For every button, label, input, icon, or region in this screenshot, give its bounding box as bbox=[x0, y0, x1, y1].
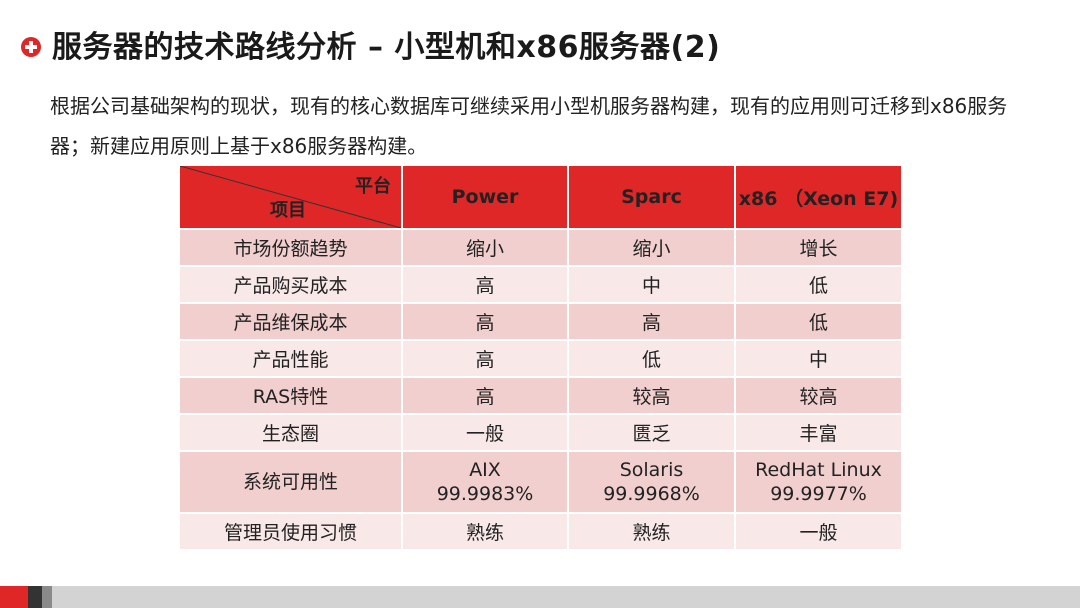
table-cell: 低 bbox=[735, 266, 901, 304]
row-label: RAS特性 bbox=[180, 377, 403, 415]
row-label: 市场份额趋势 bbox=[180, 229, 403, 267]
os-name: Solaris bbox=[619, 459, 684, 481]
page-title: 服务器的技术路线分析 – 小型机和x86服务器(2) bbox=[52, 30, 721, 65]
table-header-row: 平台 项目 Power Sparc x86 （Xeon E7) bbox=[180, 166, 901, 230]
table-cell: 较高 bbox=[568, 377, 736, 415]
column-header: Sparc bbox=[568, 166, 736, 230]
row-label: 管理员使用习惯 bbox=[180, 513, 403, 551]
row-label: 生态圈 bbox=[180, 414, 403, 452]
table-cell: RedHat Linux 99.9977% bbox=[735, 451, 901, 514]
row-label: 系统可用性 bbox=[180, 451, 403, 514]
table-cell: 高 bbox=[402, 340, 569, 378]
table-cell: 增长 bbox=[735, 229, 901, 267]
table-cell: 较高 bbox=[735, 377, 901, 415]
table-cell: 中 bbox=[568, 266, 736, 304]
column-header: Power bbox=[402, 166, 569, 230]
table-cell: AIX 99.9983% bbox=[402, 451, 569, 514]
table-cell: 缩小 bbox=[402, 229, 569, 267]
table-cell: 高 bbox=[402, 377, 569, 415]
comparison-table: 平台 项目 Power Sparc x86 （Xeon E7) 市场份额趋势 缩… bbox=[180, 166, 901, 551]
table-row: 生态圈 一般 匮乏 丰富 bbox=[180, 414, 901, 452]
table-cell: 低 bbox=[735, 303, 901, 341]
column-header: x86 （Xeon E7) bbox=[735, 166, 901, 230]
table-cell: 缩小 bbox=[568, 229, 736, 267]
table-cell: 低 bbox=[568, 340, 736, 378]
availability-value: 99.9983% bbox=[436, 483, 534, 505]
table-cell: 熟练 bbox=[402, 513, 569, 551]
row-label: 产品购买成本 bbox=[180, 266, 403, 304]
os-name: AIX bbox=[469, 459, 501, 481]
table-cell: 匮乏 bbox=[568, 414, 736, 452]
availability-value: 99.9977% bbox=[770, 483, 867, 505]
corner-label-platform: 平台 bbox=[355, 176, 391, 197]
table-cell: 一般 bbox=[402, 414, 569, 452]
table-cell: 一般 bbox=[735, 513, 901, 551]
table-corner-cell: 平台 项目 bbox=[180, 166, 403, 230]
corner-label-item: 项目 bbox=[270, 200, 306, 221]
table-row: 产品购买成本 高 中 低 bbox=[180, 266, 901, 304]
row-label: 产品性能 bbox=[180, 340, 403, 378]
os-name: RedHat Linux bbox=[755, 459, 882, 481]
footer-accent-dark bbox=[28, 586, 42, 608]
table-cell: 高 bbox=[402, 266, 569, 304]
plus-circle-icon bbox=[21, 37, 41, 57]
table-cell: 丰富 bbox=[735, 414, 901, 452]
availability-value: 99.9968% bbox=[603, 483, 700, 505]
table-cell: 高 bbox=[568, 303, 736, 341]
table-row: 管理员使用习惯 熟练 熟练 一般 bbox=[180, 513, 901, 551]
footer-accent-gray bbox=[42, 586, 52, 608]
table-cell: 熟练 bbox=[568, 513, 736, 551]
table-row: 系统可用性 AIX 99.9983% Solaris 99.9968% RedH… bbox=[180, 451, 901, 514]
row-label: 产品维保成本 bbox=[180, 303, 403, 341]
table-row: 产品性能 高 低 中 bbox=[180, 340, 901, 378]
footer-bar bbox=[0, 586, 1080, 608]
table-cell: 高 bbox=[402, 303, 569, 341]
table-row: RAS特性 高 较高 较高 bbox=[180, 377, 901, 415]
table-row: 市场份额趋势 缩小 缩小 增长 bbox=[180, 229, 901, 267]
diagonal-line bbox=[180, 166, 400, 227]
intro-paragraph: 根据公司基础架构的现状，现有的核心数据库可继续采用小型机服务器构建，现有的应用则… bbox=[50, 94, 1008, 158]
footer-accent-red bbox=[0, 586, 28, 608]
table-cell: 中 bbox=[735, 340, 901, 378]
table-cell: Solaris 99.9968% bbox=[568, 451, 736, 514]
table-row: 产品维保成本 高 高 低 bbox=[180, 303, 901, 341]
